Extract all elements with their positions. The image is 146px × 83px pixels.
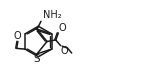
Text: NH₂: NH₂ <box>44 10 62 20</box>
Text: O: O <box>61 46 69 56</box>
Text: O: O <box>14 31 21 41</box>
Text: S: S <box>34 54 40 64</box>
Text: O: O <box>59 23 66 33</box>
